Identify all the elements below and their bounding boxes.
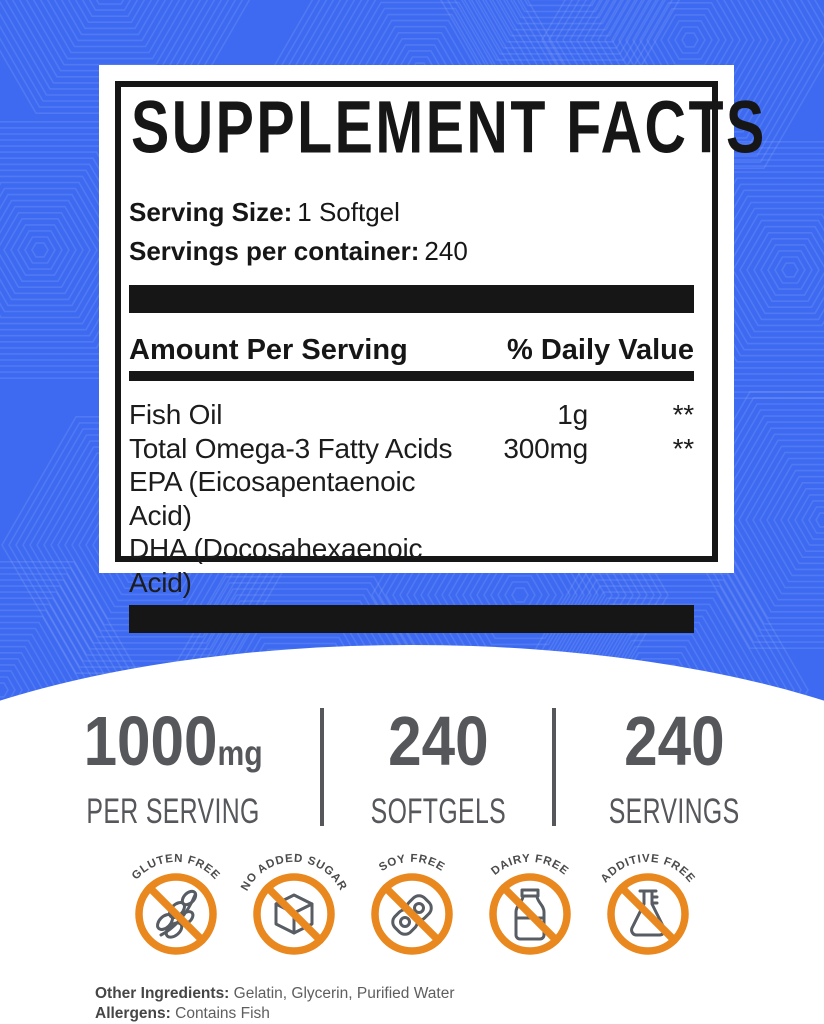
- allergens-value: Contains Fish: [175, 1005, 270, 1022]
- badge-label: NO ADDED SUGAR: [239, 853, 348, 893]
- svg-text:SOY FREE: SOY FREE: [377, 853, 447, 874]
- prohibition-circle-icon: [135, 873, 217, 955]
- gluten-free-badge: GLUTEN FREE: [130, 853, 221, 955]
- facts-column-header: Amount Per Serving % Daily Value: [129, 334, 694, 366]
- row-amount: 1g: [557, 399, 588, 430]
- stat-label: PER SERVING: [86, 792, 260, 831]
- facts-border-frame: SUPPLEMENT FACTS Serving Size: 1 Softgel …: [115, 81, 764, 633]
- facts-rows: Fish Oil 1g ** Total Omega-3 Fatty Acids…: [129, 398, 694, 599]
- stat-value: 1000mg: [83, 706, 262, 789]
- stat-divider: [552, 708, 556, 826]
- separator-bar-top: [129, 285, 694, 313]
- stat-label: SERVINGS: [608, 792, 740, 831]
- stat-per-serving: 1000mg PER SERVING: [26, 706, 320, 831]
- stat-number: 1000: [83, 702, 218, 780]
- table-row: Fish Oil 1g **: [129, 398, 694, 432]
- stat-softgels: 240 SOFTGELS: [324, 706, 552, 831]
- servings-per-container-line: Servings per container: 240: [129, 238, 694, 265]
- prohibition-circle-icon: [253, 873, 335, 955]
- stat-number: 240: [623, 702, 725, 780]
- serving-size-value: 1 Softgel: [297, 197, 400, 227]
- soy-free-badge: SOY FREE: [371, 853, 453, 955]
- stat-label: SOFTGELS: [370, 792, 506, 831]
- prohibition-circle-icon: [371, 873, 453, 955]
- servings-value: 240: [424, 236, 468, 266]
- servings-label: Servings per container:: [129, 236, 420, 266]
- table-row: Total Omega-3 Fatty Acids 300mg **: [129, 432, 694, 466]
- header-rule: [129, 371, 694, 381]
- row-name: DHA (Docosahexaenoic Acid): [129, 533, 423, 598]
- prohibition-circle-icon: [489, 873, 571, 955]
- other-ingredients-line: Other Ingredients: Gelatin, Glycerin, Pu…: [95, 984, 454, 1004]
- row-daily-value: [588, 532, 694, 599]
- no-symbol-slash: [264, 884, 324, 944]
- key-stats-strip: 1000mg PER SERVING 240 SOFTGELS 240 SERV…: [26, 706, 798, 831]
- white-curve-divider: [0, 645, 824, 1024]
- additive-free-badge: ADDITIVE FREE: [599, 853, 696, 955]
- row-amount: 300mg: [503, 432, 588, 464]
- other-ingredients-label: Other Ingredients:: [95, 985, 230, 1002]
- serving-size-label: Serving Size:: [129, 197, 293, 227]
- no-added-sugar-badge: NO ADDED SUGAR: [239, 853, 349, 955]
- allergens-line: Allergens: Contains Fish: [95, 1004, 454, 1024]
- row-daily-value: **: [672, 432, 695, 464]
- ingredients-footer: Other Ingredients: Gelatin, Glycerin, Pu…: [95, 984, 454, 1024]
- badge-label: SOY FREE: [377, 853, 446, 874]
- table-row: DHA (Docosahexaenoic Acid): [129, 532, 694, 599]
- prohibition-circle-icon: [607, 873, 689, 955]
- no-symbol-slash: [618, 884, 678, 944]
- row-name: EPA (Eicosapentaenoic Acid): [129, 466, 416, 531]
- stat-number: 240: [387, 702, 489, 780]
- allergens-label: Allergens:: [95, 1005, 171, 1022]
- stat-unit: mg: [217, 734, 263, 773]
- daily-value-header: % Daily Value: [507, 334, 694, 366]
- serving-size-line: Serving Size: 1 Softgel: [129, 199, 694, 226]
- row-daily-value: **: [672, 399, 695, 430]
- stat-servings: 240 SERVINGS: [556, 706, 792, 831]
- other-ingredients-value: Gelatin, Glycerin, Purified Water: [233, 985, 455, 1002]
- row-daily-value: [588, 465, 694, 532]
- stat-value: 240: [624, 706, 724, 789]
- free-from-badges: GLUTEN FREE NO ADDED SUGAR: [0, 838, 824, 970]
- no-symbol-slash: [146, 884, 206, 944]
- stat-divider: [320, 708, 324, 826]
- svg-text:NO ADDED SUGAR: NO ADDED SUGAR: [239, 853, 349, 893]
- stat-value: 240: [388, 706, 488, 789]
- table-row: EPA (Eicosapentaenoic Acid): [129, 465, 694, 532]
- supplement-facts-panel: SUPPLEMENT FACTS Serving Size: 1 Softgel …: [99, 65, 764, 633]
- row-name: Total Omega-3 Fatty Acids: [129, 432, 453, 464]
- no-symbol-slash: [500, 884, 560, 944]
- no-symbol-slash: [382, 884, 442, 944]
- dairy-free-badge: DAIRY FREE: [489, 853, 571, 955]
- facts-title: SUPPLEMENT FACTS: [131, 90, 764, 175]
- row-amount: [483, 532, 588, 599]
- row-name: Fish Oil: [129, 399, 223, 430]
- separator-bar-bottom: [129, 605, 694, 633]
- row-amount: [483, 465, 588, 532]
- facts-title-text: SUPPLEMENT FACTS: [131, 85, 767, 169]
- amount-per-serving-header: Amount Per Serving: [129, 334, 408, 366]
